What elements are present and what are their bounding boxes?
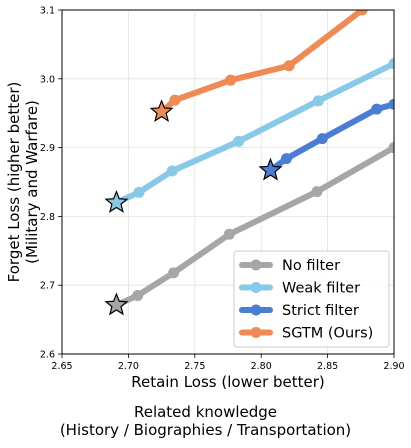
data-point-no-filter <box>223 228 235 240</box>
start-star-no-filter <box>104 292 129 316</box>
data-point-strict-filter <box>388 98 394 110</box>
y-axis-label-line-2: (Military and Warfare) <box>23 100 41 264</box>
y-tick-label: 2.7 <box>40 281 55 292</box>
data-point-weak-filter <box>133 186 145 198</box>
caption-line-1: Related knowledge <box>133 403 278 421</box>
series-clipped <box>104 10 394 316</box>
data-point-weak-filter <box>166 165 178 177</box>
series-layer <box>104 10 394 316</box>
y-tick-label: 2.9 <box>40 143 55 154</box>
x-axis-label: Retain Loss (lower better) <box>131 373 325 391</box>
ticks: 2.65 2.70 2.75 2.80 2.85 2.90 2.6 2.7 2.8 2.9 3.0 3… <box>40 6 405 373</box>
start-star-weak-filter <box>104 190 129 213</box>
data-point-weak-filter <box>388 58 394 70</box>
x-tick-label: 2.90 <box>383 361 404 372</box>
x-tick-label: 2.65 <box>51 361 72 372</box>
legend-swatch-marker-weak-filter <box>250 282 262 293</box>
series-line-weak-filter <box>113 60 394 206</box>
legend-box <box>233 250 390 348</box>
data-point-weak-filter <box>312 95 324 107</box>
x-tick-label: 2.75 <box>184 361 205 372</box>
data-point-sgtm-ours <box>283 60 295 72</box>
legend-swatch-marker-sgtm-ours <box>250 327 262 338</box>
data-point-no-filter <box>311 186 323 198</box>
data-point-strict-filter <box>280 153 292 165</box>
caption-line-2: (History / Biographies / Transportation) <box>59 421 352 439</box>
data-point-no-filter <box>168 267 180 279</box>
x-tick-label: 2.80 <box>251 361 272 372</box>
data-point-no-filter <box>132 290 144 302</box>
data-point-no-filter <box>388 142 394 154</box>
data-point-sgtm-ours <box>225 74 237 86</box>
x-tick-label: 2.70 <box>118 361 139 372</box>
legend-swatch-marker-strict-filter <box>250 304 262 316</box>
y-axis-label-line-1: Forget Loss (higher better) <box>5 82 23 283</box>
y-tick-label: 2.8 <box>40 212 55 223</box>
legend-label-no-filter: No filter <box>282 258 340 274</box>
y-tick-label: 3.0 <box>40 74 55 85</box>
legend-label-weak-filter: Weak filter <box>282 281 360 297</box>
data-point-strict-filter <box>316 133 328 145</box>
start-star-strict-filter <box>258 157 283 181</box>
legend-swatch-marker-no-filter <box>250 259 262 271</box>
start-star-sgtm-ours <box>149 99 174 123</box>
data-point-sgtm-ours <box>356 10 368 16</box>
series-weak-filter <box>104 58 394 213</box>
series-no-filter <box>104 142 394 316</box>
plot-frame <box>61 9 395 355</box>
chart: 2.65 2.70 2.75 2.80 2.85 2.90 2.6 2.7 2.8 2.9 3.0 3… <box>5 6 405 392</box>
y-tick-label: 3.1 <box>40 6 55 17</box>
x-tick-label: 2.85 <box>317 361 338 372</box>
data-point-strict-filter <box>371 103 383 115</box>
legend-label-sgtm-ours: SGTM (Ours) <box>282 326 373 342</box>
data-point-weak-filter <box>233 135 245 147</box>
legend-label-strict-filter: Strict filter <box>282 303 359 319</box>
y-tick-label: 2.6 <box>40 350 55 361</box>
data-point-sgtm-ours <box>169 94 181 106</box>
series-strict-filter <box>258 98 394 181</box>
series-sgtm-ours <box>149 10 368 123</box>
legend: No filter Weak filter Strict filter SGTM (O… <box>233 250 390 348</box>
